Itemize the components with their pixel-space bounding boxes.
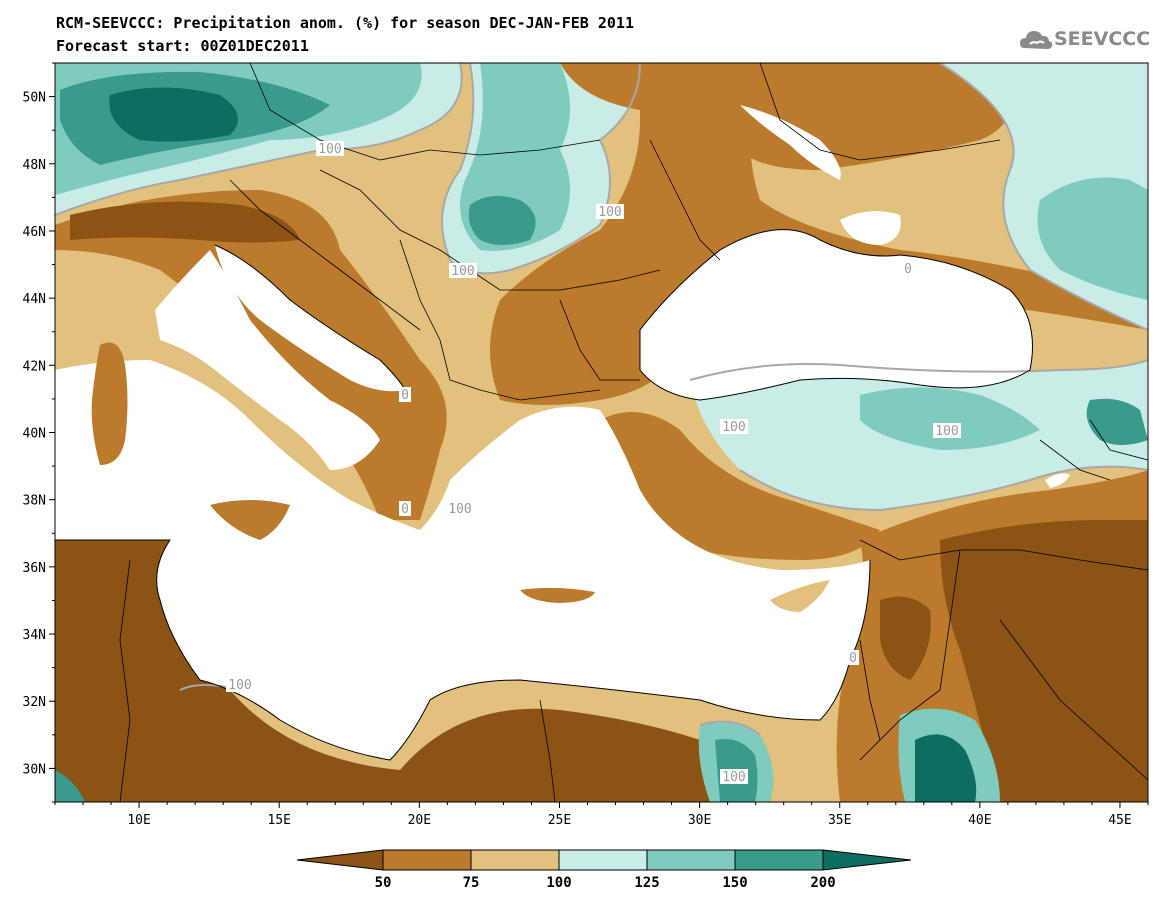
contour-label-bg [226,677,254,692]
lat-tick-label: 34N [23,628,46,643]
contour-label: 100 [228,678,251,693]
logo-text: SEEVCCC [1054,28,1151,50]
dry-region-alps-core [70,201,300,243]
lat-tick-label: 42N [23,359,46,374]
lat-tick-label: 46N [23,225,46,240]
colorbar-segment [382,849,472,871]
contour-label-bg [902,261,914,276]
lat-tick-label: 32N [23,695,46,710]
country-borders [119,63,1148,802]
black-sea [640,229,1033,400]
colorbar-segment [734,849,824,871]
azov-sea [840,211,901,245]
lon-tick-label: 35E [828,813,851,828]
dry-region-ukraine-north [560,63,1012,170]
contour-label-bg [847,650,859,665]
adriatic-sea [215,245,405,392]
contour-label: 0 [904,262,912,277]
colorbar-arrow-low [296,849,384,871]
contour-label: 100 [598,205,621,220]
corsica-sardinia [91,342,128,465]
wet-region-sw-corner [55,770,85,802]
dry-region-jordan [880,596,931,680]
white-patch-turkey [1045,473,1070,488]
latitude-axis: 50N 48N 46N 44N 42N 40N 38N 36N 34N 32N 30N [23,62,55,803]
lon-tick-label: 25E [548,813,571,828]
colorbar-label: 125 [634,875,659,891]
contour-label: 0 [849,651,857,666]
colorbar-label: 75 [463,875,480,891]
contour-label-bg [720,769,748,784]
contour-label-bg [316,141,344,156]
contour-label: 100 [722,770,745,785]
contour-label: 100 [448,502,471,517]
wet-region-carpathian-deep [468,196,536,245]
lon-tick-label: 10E [127,813,150,828]
contour-label-bg [720,419,748,434]
colorbar-segment [470,849,560,871]
lat-tick-label: 44N [23,292,46,307]
colorbar-label: 50 [375,875,392,891]
dry-region-south-anatolia [600,412,880,560]
contour-label: 100 [935,424,958,439]
wet-region-russia-east-core [1037,177,1148,300]
wet-region-anatolia-core [860,387,1040,450]
contour-lines-100 [55,63,1148,736]
lat-tick-label: 48N [23,158,46,173]
colorbar-arrow-high [822,849,912,871]
colorbar-label: 150 [722,875,747,891]
colorbar-segment [646,849,736,871]
colorbar: 50 75 100 125 150 200 [296,849,912,891]
cloud-logo-icon [1020,31,1053,49]
dry-region-middle-east-core [940,520,1148,802]
contour-label-bg [596,204,624,219]
contour-label: 0 [401,388,409,403]
chart-title: RCM-SEEVCCC: Precipitation anom. (%) for… [56,14,634,32]
contour-labels: 100 100 100 100 100 100 100 100 0 0 0 0 [226,141,961,785]
dry-region-north-africa [55,530,720,802]
wet-region-central-europe-max [109,87,238,142]
map-field [55,63,1148,802]
lon-tick-label: 30E [688,813,711,828]
contour-label-bg [399,501,411,516]
lat-tick-label: 40N [23,427,46,442]
white-patch-ukraine [740,105,841,180]
lat-tick-label: 36N [23,561,46,576]
wet-region-caucasus [1086,398,1148,445]
contour-label-bg [933,423,961,438]
colorbar-segment [558,849,648,871]
cyprus [770,580,830,612]
coastlines [55,229,1033,761]
lon-tick-label: 40E [968,813,991,828]
crete [520,587,595,603]
contour-label: 0 [401,502,409,517]
contour-label-bg [399,387,411,402]
contour-label-bg [446,501,474,516]
lat-tick-label: 30N [23,762,46,777]
colorbar-label: 200 [810,875,835,891]
contour-label: 100 [722,420,745,435]
contour-label: 100 [318,142,341,157]
colorbar-label: 100 [546,875,571,891]
wet-region-arabia-core [915,734,977,802]
forecast-start: Forecast start: 00Z01DEC2011 [56,37,309,55]
contour-label-bg [449,263,477,278]
lon-tick-label: 45E [1108,813,1131,828]
lat-tick-label: 50N [23,91,46,106]
contour-label: 100 [451,264,474,279]
lon-tick-label: 15E [267,813,290,828]
sicily [210,500,290,540]
lat-tick-label: 38N [23,494,46,509]
lon-tick-label: 20E [408,813,431,828]
longitude-axis: 10E 15E 20E 25E 30E 35E 40E 45E [54,802,1149,828]
